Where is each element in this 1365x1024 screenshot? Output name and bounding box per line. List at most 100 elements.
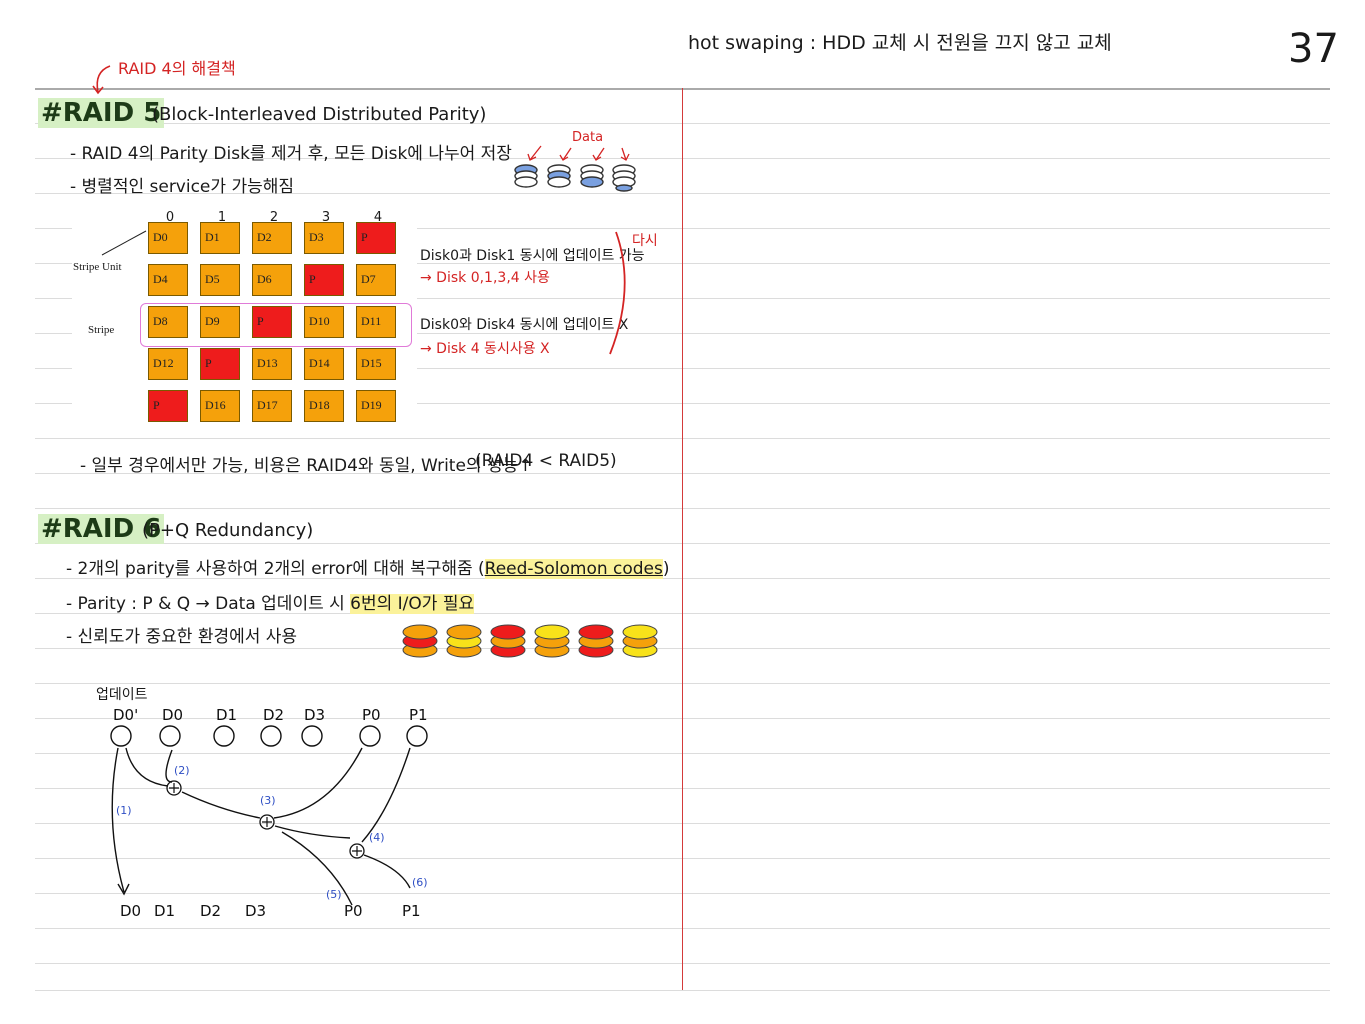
bottom-node-label: D1 [154, 902, 175, 920]
stripe-label: Stripe [88, 324, 115, 336]
top-node-circle [213, 725, 235, 747]
column-number: 3 [321, 210, 331, 225]
stripe-unit-pointer [101, 230, 147, 256]
hot-swap-note: hot swaping : HDD 교체 시 전원을 끄지 않고 교체 [688, 32, 1112, 54]
raid6-bullet-3: - 신뢰도가 중요한 환경에서 사용 [66, 627, 298, 647]
top-node-circle [260, 725, 282, 747]
top-node-label: D1 [216, 706, 237, 724]
data-block: D13 [252, 348, 292, 380]
diagram-edge [274, 825, 351, 839]
xor-icon-cross [169, 783, 179, 793]
data-block: D0 [148, 222, 188, 254]
column-number: 4 [373, 210, 383, 225]
step-label: (6) [412, 876, 428, 889]
ruled-line [35, 990, 1330, 991]
data-block: D10 [304, 306, 344, 338]
diagram-edge [363, 854, 411, 889]
disk-stack [578, 624, 614, 658]
io-highlight: 6번의 I/O가 필요 [350, 594, 475, 614]
top-node-label: P1 [409, 706, 428, 724]
stripe-unit-label: Stripe Unit [73, 261, 122, 273]
side-note-2-red: → Disk 4 동시사용 X [420, 341, 550, 357]
disk-stacks-icon [514, 145, 636, 192]
disk-stack [446, 624, 482, 658]
side-note-2: Disk0와 Disk4 동시에 업데이트 X [420, 317, 629, 333]
step-label: (3) [260, 794, 276, 807]
data-block: D3 [304, 222, 344, 254]
step-label: (1) [116, 804, 132, 817]
raid5-subtitle: (Block-Interleaved Distributed Parity) [152, 104, 487, 125]
data-block: D17 [252, 390, 292, 422]
stripe-highlight [140, 303, 412, 347]
side-note-1-red: → Disk 0,1,3,4 사용 [420, 270, 550, 286]
xor-icon [259, 814, 275, 830]
raid5-title: #RAID 5 [38, 98, 165, 128]
data-block: D12 [148, 348, 188, 380]
raid6-bullet-2: - Parity : P & Q → Data 업데이트 시 6번의 I/O가 … [66, 594, 475, 614]
top-node-circle [159, 725, 181, 747]
update-label: 업데이트 [96, 687, 148, 703]
column-number: 1 [217, 210, 227, 225]
top-node-label: D2 [263, 706, 284, 724]
raid6-bullet-1: - 2개의 parity를 사용하여 2개의 error에 대해 복구해줌 (R… [66, 559, 670, 579]
top-node-label: P0 [362, 706, 381, 724]
data-block: D11 [356, 306, 396, 338]
xor-icon [166, 780, 182, 796]
data-block: D8 [148, 306, 188, 338]
raid-compare: (RAID4 < RAID5) [475, 451, 617, 471]
raid6-update-diagram: D0' D0 D1 D2 D3 P0 P1 D0 D1 D2 D3 P0 P1 (1) (2) (3) (4) (… [110, 706, 428, 920]
bottom-node-label: P1 [402, 902, 421, 920]
data-block: D18 [304, 390, 344, 422]
raid6-disk-stacks-icon [402, 624, 658, 658]
column-number: 0 [165, 210, 175, 225]
data-block: D6 [252, 264, 292, 296]
side-note-1: Disk0과 Disk1 동시에 업데이트 가능 [420, 248, 645, 264]
data-label: Data [572, 130, 604, 145]
parity-block: P [252, 306, 292, 338]
data-block: D4 [148, 264, 188, 296]
diagram-edge [361, 747, 411, 843]
top-node-circle [359, 725, 381, 747]
diagram-edge [125, 747, 169, 787]
diagram-edge [165, 749, 173, 783]
raid5-bullet-3: - 일부 경우에서만 가능, 비용은 RAID4와 동일, Write의 성능↑ [80, 456, 533, 476]
xor-icon-cross [262, 817, 272, 827]
raid6-subtitle: (P+Q Redundancy) [142, 520, 314, 541]
bottom-node-label: D0 [120, 902, 141, 920]
note-arrow-icon [92, 65, 111, 95]
parity-block: P [356, 222, 396, 254]
reed-solomon-highlight: Reed-Solomon codes [484, 559, 663, 579]
disk-stack [402, 624, 438, 658]
top-node-label: D3 [304, 706, 325, 724]
again-note: 다시 [632, 233, 658, 249]
data-block: D16 [200, 390, 240, 422]
diagram-edge [111, 747, 125, 893]
brace-icon [609, 231, 626, 355]
data-block: D15 [356, 348, 396, 380]
data-block: D2 [252, 222, 292, 254]
top-node-circle [301, 725, 323, 747]
raid6-title: #RAID 6 [38, 514, 165, 544]
data-block: D5 [200, 264, 240, 296]
bottom-node-label: P0 [344, 902, 363, 920]
data-block: D19 [356, 390, 396, 422]
parity-block: P [304, 264, 344, 296]
disk-stack [534, 624, 570, 658]
arrow-head-icon [117, 883, 130, 896]
parity-block: P [148, 390, 188, 422]
column-number: 2 [269, 210, 279, 225]
disk-stack [490, 624, 526, 658]
raid5-bullet-1: - RAID 4의 Parity Disk를 제거 후, 모든 Disk에 나누… [70, 144, 512, 164]
step-label: (2) [174, 764, 190, 777]
raid5-bullet-2: - 병렬적인 service가 가능해짐 [70, 177, 294, 197]
top-node-circle [406, 725, 428, 747]
margin-line [682, 88, 683, 990]
disk-stack [622, 624, 658, 658]
top-node-circle [110, 725, 132, 747]
parity-block: P [200, 348, 240, 380]
bottom-node-label: D3 [245, 902, 266, 920]
diagram-edge [281, 831, 353, 906]
diagram-edge [273, 747, 363, 819]
step-label: (5) [326, 888, 342, 901]
xor-icon [349, 843, 365, 859]
